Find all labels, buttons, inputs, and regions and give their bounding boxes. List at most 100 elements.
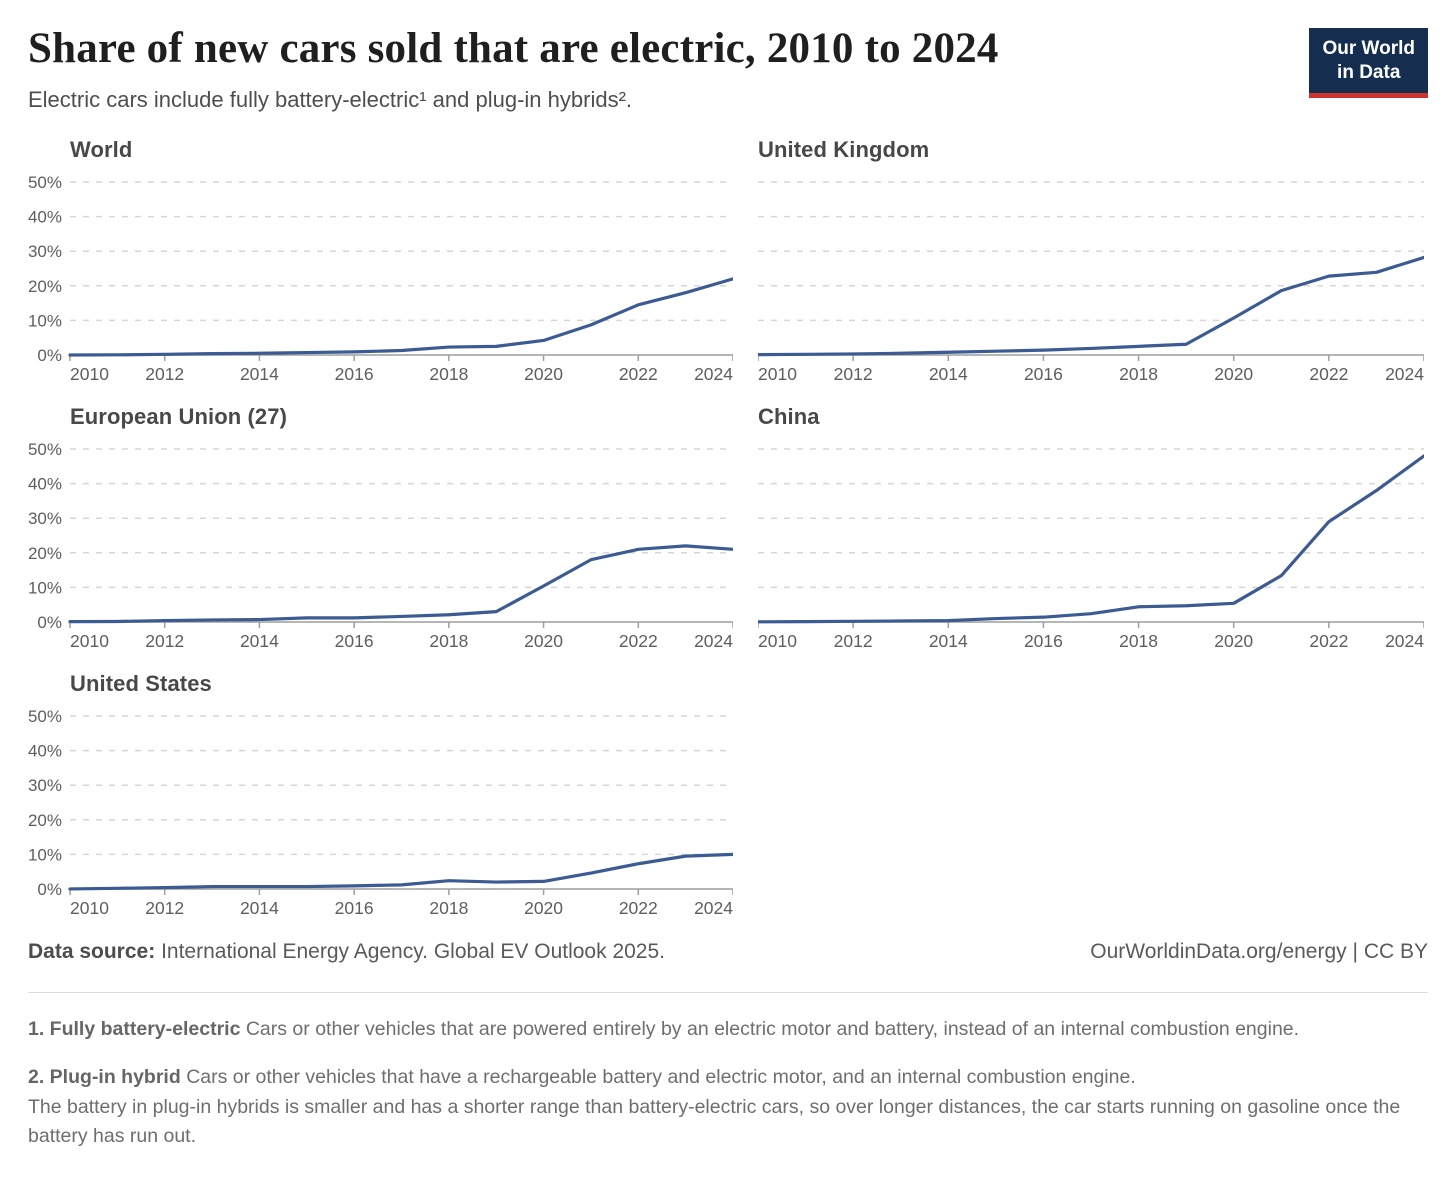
footnote-1-text: Cars or other vehicles that are powered … (245, 1018, 1300, 1041)
x-axis-label: 2012 (145, 631, 184, 651)
x-axis-label: 2018 (1119, 631, 1158, 651)
x-axis-label: 2022 (619, 898, 658, 918)
chart-svg: 0% 10% 20% 30% 40% 50% 2010 2012 2014 2016 2018 202… (28, 707, 733, 918)
title-block: Share of new cars sold that are electric… (28, 26, 999, 137)
chart-svg: 0% 10% 20% 30% 40% 50% 2010 2012 2014 2016 2018 202… (28, 440, 733, 651)
x-axis-label: 2020 (524, 364, 563, 384)
chart-title: China (758, 404, 820, 430)
x-axis-label: 2020 (1214, 364, 1253, 384)
x-axis-label: 2018 (1119, 364, 1158, 384)
x-axis-label: 2012 (834, 631, 873, 651)
y-axis-label: 30% (28, 776, 62, 795)
x-axis-label: 2010 (70, 631, 109, 651)
owid-energy-link[interactable]: OurWorldinData.org/energy (1090, 940, 1347, 964)
x-axis-label: 2020 (1214, 631, 1253, 651)
x-axis-label: 2010 (70, 898, 109, 918)
chart-svg: 2010 2012 2014 2016 2018 2020 2022 2024 (758, 181, 1424, 384)
y-axis-label: 40% (28, 208, 62, 227)
data-line (68, 544, 733, 624)
x-axis-label: 2010 (758, 631, 797, 651)
y-axis-label: 40% (28, 475, 62, 494)
x-axis-label: 2012 (145, 898, 184, 918)
chart-title: United States (70, 671, 212, 697)
header: Share of new cars sold that are electric… (28, 26, 1428, 137)
footnote-1-term: 1. Fully battery-electric (28, 1018, 241, 1041)
attribution: OurWorldinData.org/energy | CC BY (1090, 940, 1428, 964)
y-axis-label: 30% (28, 509, 62, 528)
chart-panel-united-kingdom: United Kingdom 2010 2012 2014 2016 2018 2020 2… (758, 137, 1424, 390)
x-axis-label: 2016 (335, 898, 374, 918)
y-axis-label: 50% (28, 173, 62, 192)
owid-logo-line1: Our World (1322, 38, 1415, 59)
x-axis-label: 2016 (1024, 631, 1063, 651)
x-axis-label: 2010 (758, 364, 797, 384)
x-axis-label: 2014 (929, 364, 968, 384)
x-axis-label: 2020 (524, 898, 563, 918)
line-chart-world: 0% 10% 20% 30% 40% 50% 2010 2012 2014 2016 2018 202… (28, 170, 733, 390)
chart-panel-united-states: United States 0% 10% 20% 30% 40% 50% 2010 2012 2… (28, 671, 733, 924)
chart-title: World (70, 137, 133, 163)
x-axis-label: 2016 (1024, 364, 1063, 384)
x-axis-label: 2024 (694, 898, 733, 918)
x-axis-label: 2012 (834, 364, 873, 384)
x-axis-label: 2014 (240, 364, 279, 384)
x-axis-label: 2022 (1309, 631, 1348, 651)
license-label: CC BY (1363, 940, 1428, 964)
x-axis-label: 2020 (524, 631, 563, 651)
data-line (68, 277, 733, 357)
footnote-2-text2: The battery in plug-in hybrids is smalle… (28, 1095, 1401, 1147)
data-line (68, 852, 733, 891)
line-chart-united-kingdom: 2010 2012 2014 2016 2018 2020 2022 2024 (758, 170, 1424, 390)
chart-panel-european-union: European Union (27) 0% 10% 20% 30% 40% 50% 201… (28, 404, 733, 657)
y-axis-label: 30% (28, 242, 62, 261)
page-subtitle: Electric cars include fully battery-elec… (28, 87, 633, 113)
y-axis-label: 20% (28, 811, 62, 830)
page-title: Share of new cars sold that are electric… (28, 25, 999, 72)
x-axis-label: 2022 (1309, 364, 1348, 384)
footnotes: 1. Fully battery-electric Cars or other … (28, 1015, 1428, 1151)
chart-panel-china: China 2010 2012 2014 2016 2018 2020 2022 2024 (758, 404, 1424, 657)
chart-title: United Kingdom (758, 137, 930, 163)
x-axis-label: 2018 (429, 631, 468, 651)
owid-logo[interactable]: Our World in Data (1309, 28, 1428, 98)
x-axis-label: 2024 (694, 631, 733, 651)
x-axis-label: 2024 (1385, 631, 1424, 651)
y-axis-label: 10% (28, 579, 62, 598)
footer-divider (28, 992, 1428, 994)
line-chart-united-states: 0% 10% 20% 30% 40% 50% 2010 2012 2014 2016 2018 202… (28, 704, 733, 924)
owid-logo-line2: in Data (1337, 62, 1401, 84)
footnote-2: 2. Plug-in hybrid Cars or other vehicles… (28, 1063, 1428, 1151)
chart-svg: 2010 2012 2014 2016 2018 2020 2022 2024 (758, 448, 1424, 651)
source-row: Data source: International Energy Agency… (28, 940, 1428, 964)
chart-panel-world: World 0% 10% 20% 30% 40% 50% 2010 2012 2014 2016 2… (28, 137, 733, 390)
y-axis-label: 0% (37, 346, 62, 365)
charts-grid: World 0% 10% 20% 30% 40% 50% 2010 2012 2014 2016 2… (28, 137, 1428, 924)
x-axis-label: 2014 (929, 631, 968, 651)
data-source: Data source: International Energy Agency… (28, 940, 665, 964)
x-axis-label: 2018 (429, 364, 468, 384)
y-axis-label: 20% (28, 277, 62, 296)
y-axis-label: 0% (37, 613, 62, 632)
x-axis-label: 2022 (619, 631, 658, 651)
attribution-separator: | (1352, 940, 1358, 964)
y-axis-label: 10% (28, 846, 62, 865)
y-axis-label: 20% (28, 544, 62, 563)
data-source-text: International Energy Agency. Global EV O… (161, 940, 665, 964)
data-source-label: Data source: (28, 940, 156, 964)
footnote-1: 1. Fully battery-electric Cars or other … (28, 1015, 1428, 1044)
y-axis-label: 40% (28, 742, 62, 761)
x-axis-label: 2024 (1385, 364, 1424, 384)
x-axis-label: 2014 (240, 631, 279, 651)
y-axis-label: 50% (28, 440, 62, 459)
line-chart-european-union: 0% 10% 20% 30% 40% 50% 2010 2012 2014 2016 2018 202… (28, 437, 733, 657)
y-axis-label: 50% (28, 707, 62, 726)
footnote-2-term: 2. Plug-in hybrid (28, 1066, 181, 1089)
x-axis-label: 2012 (145, 364, 184, 384)
data-line (758, 255, 1424, 357)
x-axis-label: 2014 (240, 898, 279, 918)
x-axis-label: 2022 (619, 364, 658, 384)
x-axis-label: 2016 (335, 631, 374, 651)
footnote-2-text: Cars or other vehicles that have a recha… (186, 1066, 1136, 1089)
chart-title: European Union (27) (70, 404, 288, 430)
line-chart-china: 2010 2012 2014 2016 2018 2020 2022 2024 (758, 437, 1424, 657)
